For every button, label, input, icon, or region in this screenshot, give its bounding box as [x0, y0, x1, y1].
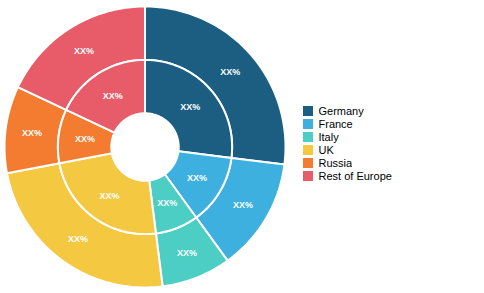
svg-text:XX%: XX% — [220, 67, 240, 77]
svg-text:XX%: XX% — [233, 200, 253, 210]
svg-text:XX%: XX% — [74, 46, 94, 56]
svg-text:XX%: XX% — [187, 173, 207, 183]
svg-text:XX%: XX% — [180, 102, 200, 112]
svg-text:XX%: XX% — [75, 134, 95, 144]
html-text:Rest of Europe: Rest of Europe — [318, 169, 392, 182]
html-text:France: France — [318, 117, 353, 130]
svg-text:XX%: XX% — [177, 248, 197, 258]
svg-text:XX%: XX% — [103, 91, 123, 101]
svg-text:XX%: XX% — [22, 128, 42, 138]
html-text:Italy: Italy — [318, 130, 339, 143]
html-text:Germany: Germany — [318, 104, 364, 117]
svg-text:XX%: XX% — [157, 198, 177, 208]
html-text:Russia: Russia — [318, 156, 353, 169]
svg-text:XX%: XX% — [68, 234, 88, 244]
html-text:UK: UK — [318, 143, 334, 156]
svg-text:XX%: XX% — [99, 191, 119, 201]
